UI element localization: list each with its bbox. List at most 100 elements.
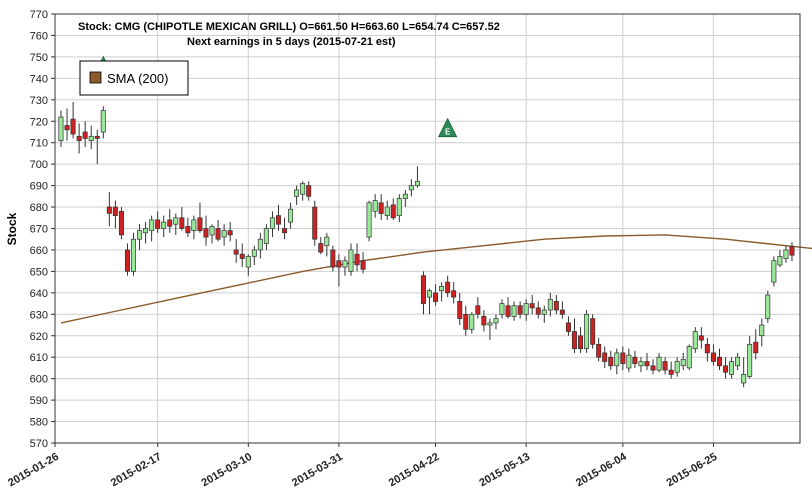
candle-body — [614, 352, 620, 367]
candle — [263, 224, 269, 250]
y-tick-label: 740 — [30, 73, 48, 85]
candle-body — [275, 215, 281, 225]
candle-body — [729, 361, 735, 375]
candle-body — [529, 303, 535, 309]
candle — [269, 211, 275, 238]
candle — [354, 243, 360, 272]
candle — [590, 314, 596, 349]
candle-body — [451, 290, 457, 298]
candle-body — [783, 249, 789, 259]
y-tick-label: 650 — [30, 266, 48, 278]
y-tick-label: 630 — [30, 309, 48, 321]
y-tick-label: 670 — [30, 224, 48, 236]
candle-body — [426, 290, 432, 298]
candle-body — [735, 356, 741, 367]
candle — [348, 243, 354, 276]
y-tick-label: 580 — [30, 417, 48, 429]
candle — [632, 350, 638, 368]
candle-body — [716, 356, 722, 367]
y-tick-label: 750 — [30, 52, 48, 64]
candle — [529, 294, 535, 315]
candle-body — [137, 230, 143, 240]
y-tick-labels: 570 580 590 600 610 620 630 640 650 660 670 680 690 7… — [30, 9, 48, 450]
chart-title: Stock: CMG (CHIPOTLE MEXICAN GRILL) O=66… — [78, 21, 500, 33]
candle — [324, 232, 330, 257]
candle-body — [747, 343, 753, 377]
candle-body — [765, 294, 771, 319]
candle-body — [288, 208, 294, 223]
candle-body — [203, 228, 209, 238]
candle — [505, 297, 511, 319]
x-tick-label: 2015-03-31 — [290, 451, 345, 490]
x-tick-label: 2015-05-13 — [477, 451, 532, 490]
candle — [239, 243, 245, 268]
candle-body — [481, 316, 487, 326]
legend: SMA (200) — [79, 60, 189, 96]
sma-layer — [60, 234, 812, 324]
candle — [523, 299, 529, 321]
candle-body — [88, 135, 94, 141]
candle — [451, 282, 457, 304]
legend-swatch-sma — [89, 71, 102, 84]
candle-body — [282, 228, 288, 234]
candle — [143, 222, 149, 244]
candle — [294, 185, 300, 205]
candle-body — [342, 260, 348, 268]
candle — [765, 290, 771, 323]
candle-body — [602, 352, 608, 362]
candle — [300, 181, 306, 201]
candle-body — [704, 343, 710, 354]
candle-body — [457, 301, 463, 319]
x-tick-label: 2015-06-25 — [665, 451, 720, 490]
candle-body — [215, 228, 221, 240]
candle — [553, 294, 559, 315]
candle-body — [197, 217, 203, 232]
x-tick-label: 2015-03-10 — [199, 451, 254, 490]
candle — [330, 245, 336, 272]
y-tick-label: 600 — [30, 374, 48, 386]
candle-body — [463, 313, 469, 330]
candle — [390, 198, 396, 220]
candle — [402, 189, 408, 208]
candle — [433, 284, 439, 306]
candle — [112, 200, 118, 229]
chart-subtitle: Next earnings in 5 days (2015-07-21 est) — [187, 36, 396, 48]
candle — [64, 108, 70, 141]
candle-body — [70, 118, 76, 135]
y-tick-label: 720 — [30, 116, 48, 128]
candle — [137, 224, 143, 250]
candle-body — [771, 260, 777, 283]
x-tick-label: 2015-06-04 — [574, 450, 629, 489]
candle — [771, 256, 777, 287]
candle-body — [408, 185, 414, 191]
candle-body — [559, 309, 565, 315]
y-tick-label: 680 — [30, 202, 48, 214]
candle-body — [269, 217, 275, 229]
candle — [227, 222, 233, 242]
candle-body — [251, 249, 257, 257]
candle — [378, 194, 384, 220]
candle-body — [547, 298, 553, 311]
candle — [644, 352, 650, 371]
candle-body — [698, 335, 704, 341]
candle — [747, 335, 753, 379]
candle-body — [185, 226, 191, 234]
candle-body — [402, 193, 408, 199]
candle-body — [686, 346, 692, 369]
candle-body — [396, 198, 402, 217]
candle — [336, 254, 342, 287]
candle — [161, 215, 167, 238]
candle — [565, 316, 571, 336]
candle-body — [173, 217, 179, 225]
candle — [638, 357, 644, 373]
candle — [741, 357, 747, 388]
candle-body — [227, 230, 233, 236]
candle — [475, 297, 481, 319]
candle-body — [541, 309, 547, 315]
candle — [124, 243, 130, 276]
candle-body — [257, 238, 263, 251]
candle-body — [596, 343, 602, 358]
candle — [76, 123, 82, 154]
candle — [408, 179, 414, 197]
candle-body — [330, 249, 336, 268]
